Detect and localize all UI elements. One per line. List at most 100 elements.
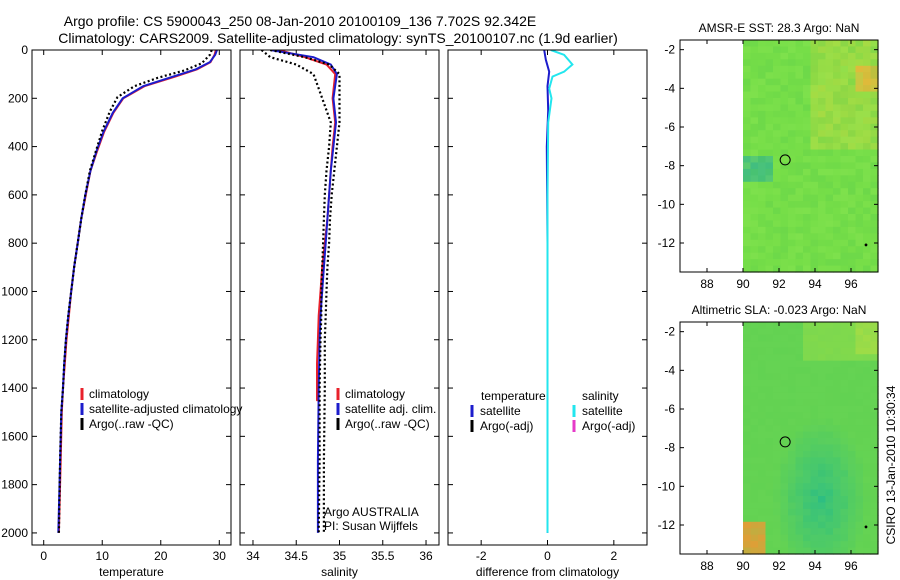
sla-map-cell <box>870 360 879 368</box>
sla-map-cell <box>750 328 759 336</box>
sla-map-cell <box>758 521 767 529</box>
sla-map-cell <box>795 425 804 433</box>
sst-map-cell <box>750 117 759 125</box>
sla-map-cell <box>758 334 767 342</box>
sla-map-cell <box>855 386 864 394</box>
sla-map-cell <box>788 483 797 491</box>
sla-map-cell <box>743 360 752 368</box>
sst-map-cell <box>788 220 797 228</box>
sst-map-cell <box>870 214 879 222</box>
sst-map-cell <box>863 85 872 93</box>
sla-map-cell <box>825 360 834 368</box>
sla-map-cell <box>870 541 879 549</box>
sst-map-cell <box>743 246 752 254</box>
sst-map-cell <box>750 233 759 241</box>
sst-map-cell <box>795 194 804 202</box>
sst-map-xtick-label: 94 <box>808 277 822 291</box>
sla-map-cell <box>863 399 872 407</box>
sst-map-cell <box>780 259 789 267</box>
sst-map-cell <box>743 188 752 196</box>
sst-map-cell <box>863 175 872 183</box>
sla-map-cell <box>840 521 849 529</box>
sla-map-cell <box>803 341 812 349</box>
sla-map-cell <box>788 496 797 504</box>
sla-map-cell <box>750 547 759 555</box>
sla-map-cell <box>780 438 789 446</box>
sla-map-cell <box>773 328 782 336</box>
sst-map-cell <box>743 130 752 138</box>
sst-map-cell <box>825 201 834 209</box>
sst-map-cell <box>743 226 752 234</box>
sst-map-cell <box>788 175 797 183</box>
sla-map-cell <box>803 425 812 433</box>
sst-map-cell <box>848 123 857 131</box>
sst-map-cell <box>848 143 857 151</box>
sla-map-cell <box>758 444 767 452</box>
sst-map-cell <box>870 175 879 183</box>
sla-map-cell <box>818 418 827 426</box>
sst-map-cell <box>803 168 812 176</box>
sst-map-cell <box>795 188 804 196</box>
sla-map-cell <box>780 547 789 555</box>
sla-map-cell <box>825 367 834 375</box>
sst-map-cell <box>765 98 774 106</box>
sla-map-cell <box>795 405 804 413</box>
sst-map-cell <box>780 65 789 73</box>
sla-map-cell <box>825 476 834 484</box>
sst-map-cell <box>765 123 774 131</box>
sla-map-cell <box>788 515 797 523</box>
sla-map-cell <box>870 354 879 362</box>
sst-map-cell <box>870 117 879 125</box>
sst-map-cell <box>848 239 857 247</box>
sla-map-cell <box>863 470 872 478</box>
sst-map-cell <box>780 168 789 176</box>
sst-map-cell <box>773 104 782 112</box>
sst-map-cell <box>788 226 797 234</box>
sla-map-cell <box>848 470 857 478</box>
sst-map-cell <box>818 98 827 106</box>
sst-map-cell <box>803 143 812 151</box>
sla-map-cell <box>855 373 864 381</box>
sla-map-cell <box>758 470 767 478</box>
sla-map-cell <box>795 476 804 484</box>
sla-map-cell <box>833 425 842 433</box>
sst-map-cell <box>765 188 774 196</box>
sla-map-cell <box>765 470 774 478</box>
sst-map-cell <box>773 85 782 93</box>
sla-map-cell <box>818 412 827 420</box>
sst-map-cell <box>750 194 759 202</box>
sla-map-cell <box>833 457 842 465</box>
sst-map-cell <box>818 40 827 48</box>
sla-map-cell <box>780 347 789 355</box>
sla-map-cell <box>840 450 849 458</box>
sla-map-cell <box>818 534 827 542</box>
sla-map-cell <box>833 322 842 330</box>
difference-x-axis-label: difference from climatology <box>476 565 619 579</box>
sst-map-cell <box>750 265 759 273</box>
sla-map-cell <box>773 438 782 446</box>
sla-map-cell <box>810 508 819 516</box>
sst-map-cell <box>825 168 834 176</box>
sst-map-cell <box>773 40 782 48</box>
sla-map-cell <box>818 489 827 497</box>
sst-map-cell <box>788 123 797 131</box>
sla-map-cell <box>825 547 834 555</box>
sla-map-cell <box>743 496 752 504</box>
sla-map-cell <box>840 508 849 516</box>
sla-map-cell <box>773 463 782 471</box>
sla-map-cell <box>780 515 789 523</box>
sla-map-cell <box>788 418 797 426</box>
sla-map-cell <box>855 367 864 375</box>
sst-map-cell <box>803 52 812 60</box>
sst-map-cell <box>870 181 879 189</box>
sst-map-cell <box>795 59 804 67</box>
sla-map-cell <box>855 476 864 484</box>
sla-map-cell <box>833 354 842 362</box>
sst-map-cell <box>795 252 804 260</box>
sla-map-cell <box>750 322 759 330</box>
sla-map-cell <box>773 483 782 491</box>
sst-map-cell <box>780 123 789 131</box>
sst-map-cell <box>818 149 827 157</box>
sst-map-cell <box>840 181 849 189</box>
